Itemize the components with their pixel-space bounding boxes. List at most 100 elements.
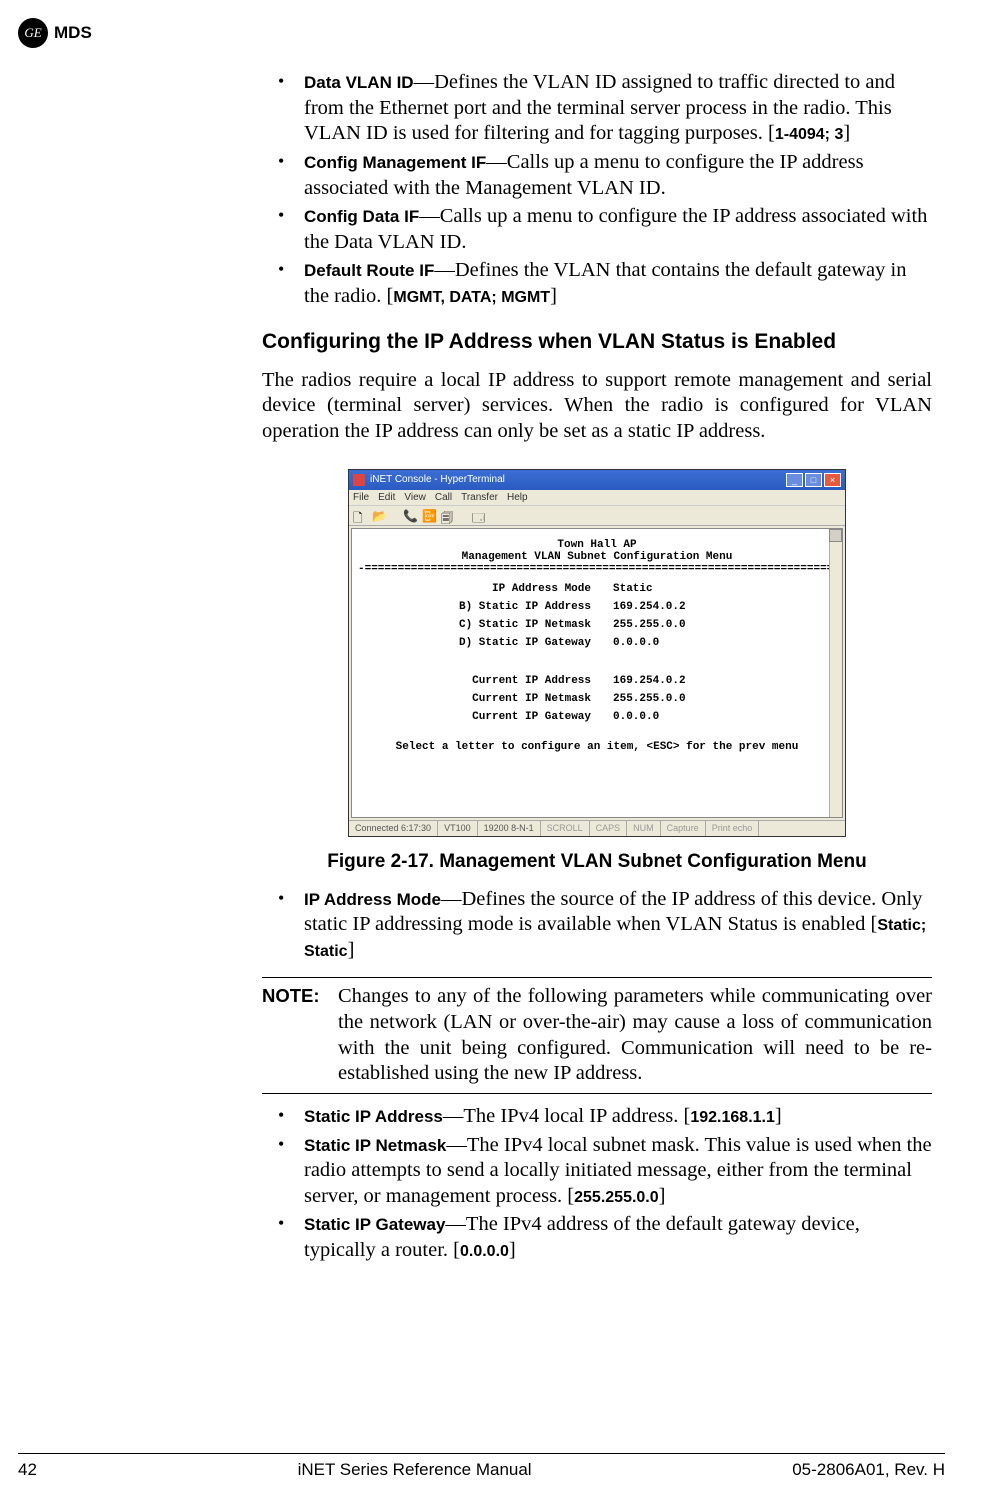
bullet-list-1: Data VLAN ID—Defines the VLAN ID assigne… [304,70,932,310]
status-num: NUM [627,821,661,836]
list-item: IP Address Mode—Defines the source of th… [304,887,932,964]
term: Config Management IF [304,153,486,172]
tail: ] [509,1239,516,1261]
status-caps: CAPS [590,821,628,836]
tail: ] [843,122,850,144]
screen-title: Management VLAN Subnet Configuration Men… [358,551,836,563]
revision: 05-2806A01, Rev. H [792,1460,945,1480]
section-paragraph: The radios require a local IP address to… [262,368,932,445]
ge-text: GE [24,25,41,41]
row-label: D) Static IP Gateway [358,637,613,649]
desc: —The IPv4 local IP address. [ [443,1105,690,1127]
row-label: Current IP Netmask [358,693,613,705]
maximize-icon[interactable]: □ [805,473,822,487]
list-item: Config Data IF—Calls up a menu to config… [304,204,932,255]
config-row: C) Static IP Netmask255.255.0.0 [358,619,836,631]
window-title: iNET Console - HyperTerminal [370,474,505,485]
list-item: Config Management IF—Calls up a menu to … [304,150,932,201]
page-number: 42 [18,1460,37,1480]
statusbar: Connected 6:17:30 VT100 19200 8-N-1 SCRO… [349,820,845,836]
note-label: NOTE: [262,984,338,1087]
row-value: 255.255.0.0 [613,619,686,631]
tail: ] [775,1105,782,1127]
term: Default Route IF [304,261,434,280]
ge-logo-icon: GE [18,18,48,48]
close-icon[interactable]: × [824,473,841,487]
status-scroll: SCROLL [541,821,590,836]
header-logo: GE MDS [18,18,92,48]
tool-new-icon[interactable]: 🗋 [353,509,366,522]
tool-props-icon[interactable]: 🗔 [472,509,485,522]
config-row: IP Address ModeStatic [358,583,836,595]
list-item: Static IP Netmask—The IPv4 local subnet … [304,1133,932,1210]
row-value: 169.254.0.2 [613,675,686,687]
term: Static IP Gateway [304,1215,445,1234]
minimize-icon[interactable]: _ [786,473,803,487]
bullet-list-3: Static IP Address—The IPv4 local IP addr… [304,1104,932,1264]
separator: -=======================================… [358,563,836,575]
menu-file[interactable]: File [353,492,369,503]
status-row: Current IP Netmask255.255.0.0 [358,693,836,705]
tail: ] [550,285,557,307]
manual-title: iNET Series Reference Manual [298,1460,532,1480]
param: 255.255.0.0 [574,1189,659,1206]
figure-caption: Figure 2-17. Management VLAN Subnet Conf… [262,851,932,873]
status-row: Current IP Address169.254.0.2 [358,675,836,687]
list-item: Default Route IF—Defines the VLAN that c… [304,258,932,309]
status-row: Current IP Gateway0.0.0.0 [358,711,836,723]
main-content: Data VLAN ID—Defines the VLAN ID assigne… [262,70,932,1267]
term: IP Address Mode [304,890,441,909]
status-connected: Connected 6:17:30 [349,821,438,836]
bullet-list-2: IP Address Mode—Defines the source of th… [304,887,932,964]
figure-terminal: iNET Console - HyperTerminal _ □ × File … [348,469,846,837]
status-term: VT100 [438,821,478,836]
row-label: B) Static IP Address [358,601,613,613]
mds-text: MDS [54,23,92,43]
term: Static IP Netmask [304,1136,446,1155]
term: Config Data IF [304,207,419,226]
row-value: 169.254.0.2 [613,601,686,613]
menu-help[interactable]: Help [507,492,528,503]
scrollbar[interactable] [829,529,842,817]
menubar: File Edit View Call Transfer Help [349,490,845,506]
tool-open-icon[interactable]: 📂 [372,509,385,522]
row-label: Current IP Address [358,675,613,687]
config-row: B) Static IP Address169.254.0.2 [358,601,836,613]
note-block: NOTE: Changes to any of the following pa… [262,977,932,1094]
note-text: Changes to any of the following paramete… [338,984,932,1087]
tail: ] [348,939,355,961]
param: 192.168.1.1 [690,1109,775,1126]
param: MGMT, DATA; MGMT [393,289,550,306]
app-icon [353,474,365,486]
tail: ] [659,1185,666,1207]
toolbar: 🗋 📂 📞 📴 🗐 🗔 [349,506,845,526]
term: Static IP Address [304,1107,443,1126]
row-label: C) Static IP Netmask [358,619,613,631]
row-value: 0.0.0.0 [613,711,659,723]
ap-title: Town Hall AP [358,539,836,551]
list-item: Static IP Gateway—The IPv4 address of th… [304,1212,932,1263]
param: 0.0.0.0 [460,1243,509,1260]
menu-edit[interactable]: Edit [378,492,395,503]
row-value: 0.0.0.0 [613,637,659,649]
param: 1-4094; 3 [775,126,844,143]
list-item: Data VLAN ID—Defines the VLAN ID assigne… [304,70,932,147]
section-heading: Configuring the IP Address when VLAN Sta… [262,330,932,354]
scroll-up-icon[interactable] [829,529,842,542]
row-value: Static [613,583,653,595]
tool-connect-icon[interactable]: 📞 [403,509,416,522]
tool-disconnect-icon[interactable]: 📴 [422,509,435,522]
tool-send-icon[interactable]: 🗐 [441,509,454,522]
term: Data VLAN ID [304,73,414,92]
row-label: Current IP Gateway [358,711,613,723]
status-capture: Capture [661,821,706,836]
footer-msg: Select a letter to configure an item, <E… [358,741,836,753]
menu-view[interactable]: View [404,492,426,503]
terminal-body: Town Hall AP Management VLAN Subnet Conf… [351,528,843,818]
menu-transfer[interactable]: Transfer [461,492,498,503]
titlebar: iNET Console - HyperTerminal _ □ × [349,470,845,490]
row-value: 255.255.0.0 [613,693,686,705]
status-baud: 19200 8-N-1 [478,821,541,836]
menu-call[interactable]: Call [435,492,452,503]
status-printecho: Print echo [706,821,760,836]
